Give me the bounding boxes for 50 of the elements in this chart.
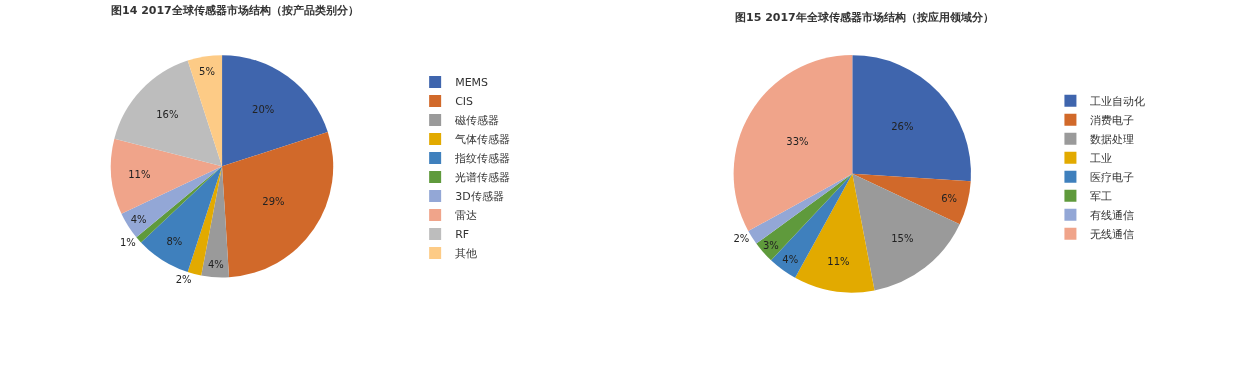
legend-label: MEMS [455, 76, 489, 90]
pie-slice [187, 166, 223, 276]
legend-label: RF [455, 228, 470, 242]
data-label: 5% [199, 65, 215, 77]
data-label: 8% [166, 235, 183, 247]
legend-label: 雷达 [455, 209, 478, 223]
data-label: 1% [120, 236, 136, 248]
data-label: 16% [156, 109, 179, 121]
legend-label: 医疗电子 [1090, 171, 1135, 185]
legend-label: 有线通信 [1090, 209, 1135, 223]
legend-label: 气体传感器 [455, 133, 511, 147]
pie-slice [733, 55, 853, 231]
pie-slice [121, 166, 223, 238]
chart-title: 图14 2017全球传感器市场结构（按产品类别分） [111, 4, 359, 17]
data-label: 20% [252, 104, 275, 116]
data-label: 6% [941, 193, 958, 205]
pie-slice [222, 55, 328, 167]
pie-slice [852, 55, 971, 182]
legend-label: 光谱传感器 [455, 171, 511, 185]
legend-label: 无线通信 [1090, 228, 1135, 242]
legend-label: 磁传感器 [454, 114, 500, 128]
data-label: 11% [128, 168, 151, 180]
data-label: 3% [762, 240, 779, 252]
legend-label: 数据处理 [1090, 133, 1135, 147]
pie-slice [852, 173, 971, 225]
data-label: 4% [207, 259, 224, 271]
pie-slice [114, 60, 223, 167]
data-label: 33% [786, 135, 809, 147]
data-label: 29% [262, 195, 285, 207]
legend-label: 工业自动化 [1090, 95, 1146, 109]
legend-label: CIS [455, 95, 474, 109]
data-label: 26% [891, 121, 914, 133]
legend-label: 消费电子 [1090, 114, 1135, 128]
pie-slice [852, 173, 960, 291]
pie-slice [187, 55, 223, 167]
legend-label: 指纹传感器 [454, 152, 511, 166]
data-label: 4% [782, 253, 799, 265]
pie-slice [201, 166, 230, 278]
pie-slice [222, 131, 334, 278]
pie-slice [110, 138, 223, 214]
data-label: 4% [130, 213, 147, 225]
data-label: 2% [175, 273, 192, 285]
data-label: 2% [733, 233, 750, 245]
legend-label: 军工 [1090, 190, 1113, 204]
data-label: 15% [891, 232, 914, 244]
chart-title: 图15 2017年全球传感器市场结构（按应用领域分） [735, 11, 994, 24]
data-label: 11% [827, 255, 850, 267]
legend-label: 其他 [455, 247, 478, 261]
legend-label: 工业 [1090, 152, 1113, 166]
legend-label: 3D传感器 [455, 190, 504, 204]
